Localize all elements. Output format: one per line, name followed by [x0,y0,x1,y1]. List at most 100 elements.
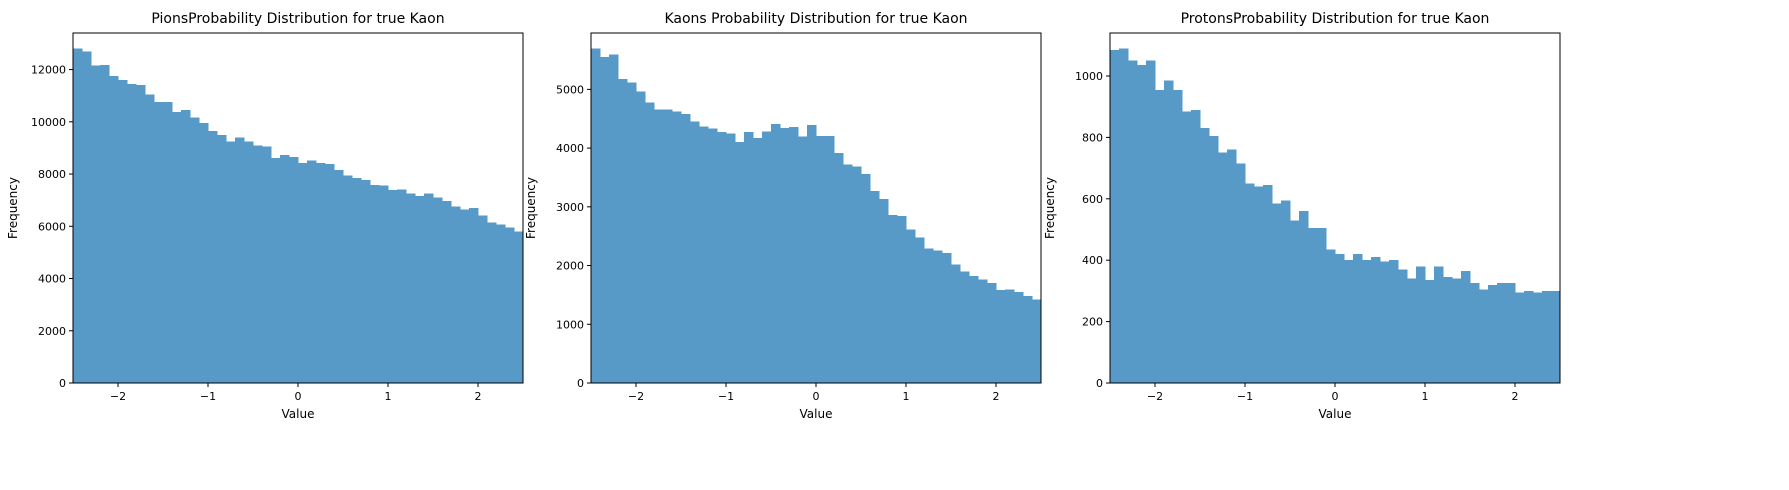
histogram-bar [307,160,317,383]
histogram-bar [1119,48,1129,383]
histogram-bar [1200,128,1210,383]
histogram-bar [352,177,362,383]
histogram-bar [1227,149,1237,383]
x-tick-label: −2 [1147,390,1163,403]
chart-panel-1: −2 −1 0 1 2 0 2000 4000 6000 8000 10000 12000 PionsP… [6,11,524,421]
histogram-bar [1236,163,1246,383]
histogram-bar [1335,254,1345,383]
histogram-bar [1425,280,1435,383]
histogram-bar [591,48,601,383]
histogram-bar [1281,200,1291,383]
histogram-bar [1014,291,1024,383]
histogram-bar [915,237,925,383]
histogram-bar [442,201,452,383]
histogram-bar [1299,211,1309,383]
histogram-bar [226,141,236,383]
histogram-bar [690,121,700,383]
histogram-bar [924,248,934,383]
x-tick-label: −1 [200,390,216,403]
histogram-bar [1326,249,1336,383]
histogram-bar [1407,278,1417,383]
y-tick-label: 10000 [31,116,66,129]
histogram-bar [780,128,790,383]
y-tick-label: 1000 [556,318,584,331]
y-tick-label: 200 [1082,316,1103,329]
histogram-bar [1005,289,1015,383]
histogram-bar [1524,290,1534,383]
histogram-bar [1461,270,1471,383]
histogram-bar [1128,60,1138,383]
histogram-bar [109,76,119,383]
histogram-bar [181,110,191,383]
histogram-bar [744,132,754,383]
histogram-bar [154,102,164,383]
y-tick-label: 12000 [31,64,66,77]
y-tick-label: 0 [1096,377,1103,390]
histogram-bar [1362,260,1372,383]
histogram-bar [681,114,691,383]
histogram-bar [388,190,398,383]
histogram-bar [672,111,682,383]
x-tick-label: 0 [813,390,820,403]
histogram-bar [852,166,862,383]
y-tick-label: 4000 [38,273,66,286]
histogram-bar [298,162,308,383]
histogram-bar [1452,278,1462,383]
histogram-bar [478,215,488,383]
histogram-bar [1290,220,1300,383]
histogram-bar [942,253,952,383]
histogram-bar [145,94,155,383]
histogram-bar [816,135,826,383]
histogram-bar [1032,299,1042,383]
histogram-bar [726,133,736,383]
histogram-bar [1506,283,1516,383]
histogram-bar [1272,203,1282,383]
histogram-bar [951,264,961,383]
histogram-bar [100,64,110,384]
histogram-bar [1110,49,1120,384]
y-tick-label: 600 [1082,193,1103,206]
histogram-bar [91,65,101,383]
histogram-bar [271,157,281,383]
histogram-bar [1308,227,1318,383]
histogram-bar [897,216,907,383]
y-axis-label: Frequency [1043,177,1057,239]
histogram-bar [505,227,515,383]
histogram-bar [663,109,673,383]
histogram-bar [1182,111,1192,383]
histogram-bar [708,128,718,383]
histogram-bar [627,82,637,383]
histogram-bar [906,229,916,383]
histogram-bar [244,141,254,383]
histogram-bar [717,132,727,383]
histogram-bar [136,85,146,384]
histogram-bar [334,170,344,383]
histogram-bar [1263,184,1273,383]
histogram-bar [735,142,745,383]
histogram-bar [1542,290,1552,383]
histogram-bar [1497,283,1507,383]
histogram-bar [978,279,988,383]
histogram-bar [460,209,470,383]
x-axis-label: Value [1319,407,1352,421]
histogram-bar [1353,254,1363,383]
histogram-bar [996,290,1006,383]
y-tick-label: 0 [59,377,66,390]
x-axis-label: Value [282,407,315,421]
histogram-bar [789,126,799,384]
histogram-bar [1218,152,1228,383]
histogram-bar [496,224,506,383]
histogram-bar [433,197,443,383]
histogram-bar [699,126,709,383]
histogram-bar [235,137,245,383]
histogram-bar [969,276,979,383]
chart-title: ProtonsProbability Distribution for true… [1181,11,1490,27]
y-tick-label: 6000 [38,220,66,233]
histogram-bar [1191,109,1201,383]
y-tick-label: 2000 [556,260,584,273]
histogram-bar [654,109,664,383]
histogram-bar [762,131,772,383]
histogram-bar [199,123,209,383]
y-tick-label: 3000 [556,201,584,214]
